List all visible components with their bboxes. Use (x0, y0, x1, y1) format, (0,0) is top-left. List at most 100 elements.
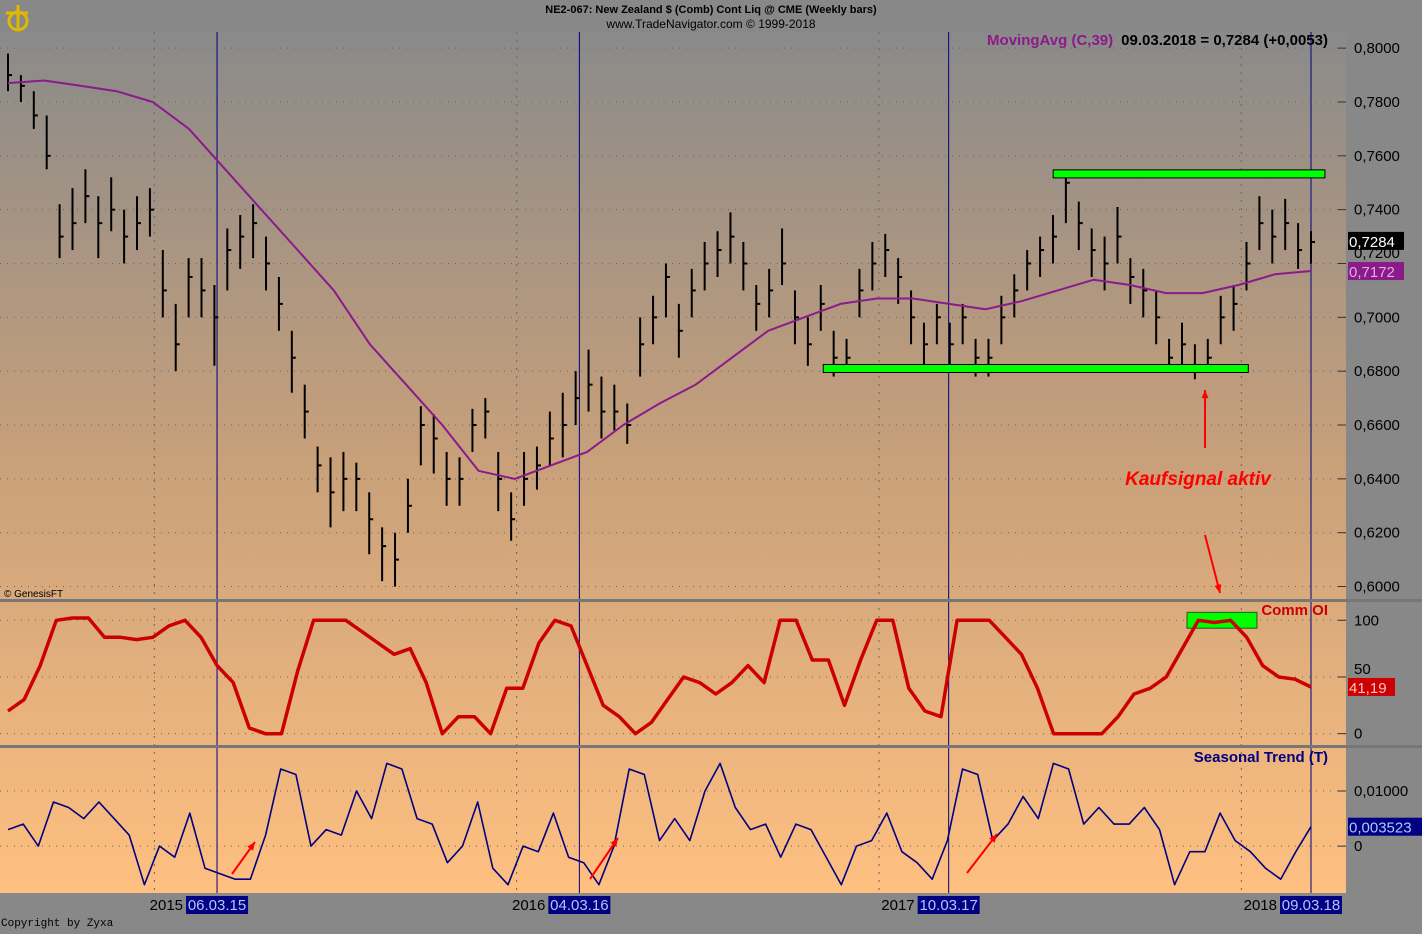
price-bar (265, 236, 271, 291)
price-bar (1284, 198, 1290, 251)
price-bar (703, 241, 709, 291)
price-bar (97, 196, 103, 259)
price-bar (652, 295, 658, 345)
price-bar (884, 233, 890, 277)
price-bar (123, 209, 129, 264)
price-bar (1271, 209, 1277, 264)
price-bar (922, 322, 928, 366)
date-marker-label: 09.03.18 (1282, 897, 1340, 914)
price-bar (793, 290, 799, 345)
date-marker-badge (1280, 896, 1342, 914)
price-bar (458, 457, 464, 506)
price-bar (1051, 215, 1057, 264)
arrow-head (1201, 390, 1209, 399)
price-bar (71, 188, 77, 251)
price-bar (510, 492, 516, 541)
price-bar (1090, 228, 1096, 277)
red-arrow-icon (966, 833, 998, 874)
watermark: © GenesisFT (4, 589, 63, 600)
price-bar (277, 276, 283, 331)
last-price-label-bg (1348, 231, 1404, 250)
price-bar (742, 241, 748, 291)
chart-title: NE2-067: New Zealand $ (Comb) Cont Liq @… (545, 4, 877, 16)
price-bar (1129, 258, 1135, 304)
y-tick-label: 0,6400 (1354, 471, 1400, 488)
seasonal-value-label: 0,003523 (1349, 820, 1412, 837)
price-bar (58, 204, 64, 259)
price-bar (7, 53, 12, 92)
arrow-head (989, 834, 997, 843)
price-bar (690, 268, 696, 318)
price-bar (497, 451, 503, 512)
price-bar (1180, 322, 1186, 366)
price-bar (329, 457, 335, 528)
price-bar (290, 330, 296, 393)
red-arrow-icon (589, 837, 619, 880)
price-bar (148, 188, 154, 237)
y-tick-label: 0,6600 (1354, 417, 1400, 434)
red-arrow-icon (1201, 390, 1209, 448)
price-bar (871, 241, 877, 291)
price-bar (1310, 231, 1315, 264)
price-bar (213, 285, 219, 366)
red-arrow-icon (1204, 534, 1222, 594)
copyright: Copyright by Zyxa (1, 918, 114, 929)
price-bar (858, 268, 864, 318)
date-marker-badge (548, 896, 611, 914)
price-bar (639, 317, 645, 377)
price-bar (1155, 290, 1161, 345)
price-bar (1258, 196, 1264, 251)
price-bar (406, 478, 412, 533)
arrow-head (247, 842, 255, 851)
red-arrow-icon (231, 841, 256, 875)
y-tick-label: 50 (1354, 661, 1371, 678)
price-bar (45, 115, 51, 170)
arrow-head (1214, 584, 1222, 593)
comm-oi-line (6, 616, 1312, 736)
level-box (1052, 169, 1326, 179)
date-marker-label: 10.03.17 (919, 897, 977, 914)
price-bar (239, 215, 245, 269)
price-bar (355, 462, 361, 512)
arrow-head (610, 838, 618, 847)
x-year-label: 2018 (1244, 897, 1277, 914)
price-bar (1013, 274, 1019, 318)
price-bar (200, 258, 206, 318)
price-bar (316, 446, 322, 493)
price-bar (161, 250, 167, 318)
price-bar (961, 303, 967, 345)
price-bar (381, 527, 387, 582)
price-bar (897, 258, 903, 304)
price-bar (1219, 295, 1225, 345)
price-bar (368, 492, 374, 555)
price-bar (471, 408, 477, 452)
date-marker-badge (186, 896, 249, 914)
chart-subtitle: www.TradeNavigator.com © 1999-2018 (605, 17, 815, 31)
price-bar (574, 371, 580, 426)
price-bar (548, 411, 554, 466)
y-tick-label: 0,7800 (1354, 94, 1400, 111)
price-bar (587, 349, 593, 412)
price-bar (664, 263, 670, 318)
level-box (822, 363, 1249, 373)
price-bar (445, 451, 451, 506)
date-marker-badge (917, 896, 980, 914)
plot-background (0, 32, 1346, 893)
anchor-logo-icon (6, 5, 29, 32)
y-tick-label: 0,6000 (1354, 579, 1400, 596)
price-bar (613, 384, 619, 431)
price-bar (729, 212, 735, 264)
ma-legend: MovingAvg (C,39) (987, 32, 1113, 49)
x-year-label: 2015 (150, 897, 183, 914)
price-bar (1039, 236, 1045, 277)
price-bar (948, 322, 954, 366)
price-bar (755, 285, 761, 331)
price-bar (1077, 201, 1083, 251)
price-bar (523, 451, 529, 506)
seasonal-trend-line (7, 762, 1312, 886)
ma-value-label: 0,7172 (1349, 264, 1395, 281)
price-bar (342, 451, 348, 512)
comm-oi-value-label: 41,19 (1349, 680, 1387, 697)
price-bar (600, 376, 606, 439)
y-tick-label: 0,8000 (1354, 40, 1400, 57)
